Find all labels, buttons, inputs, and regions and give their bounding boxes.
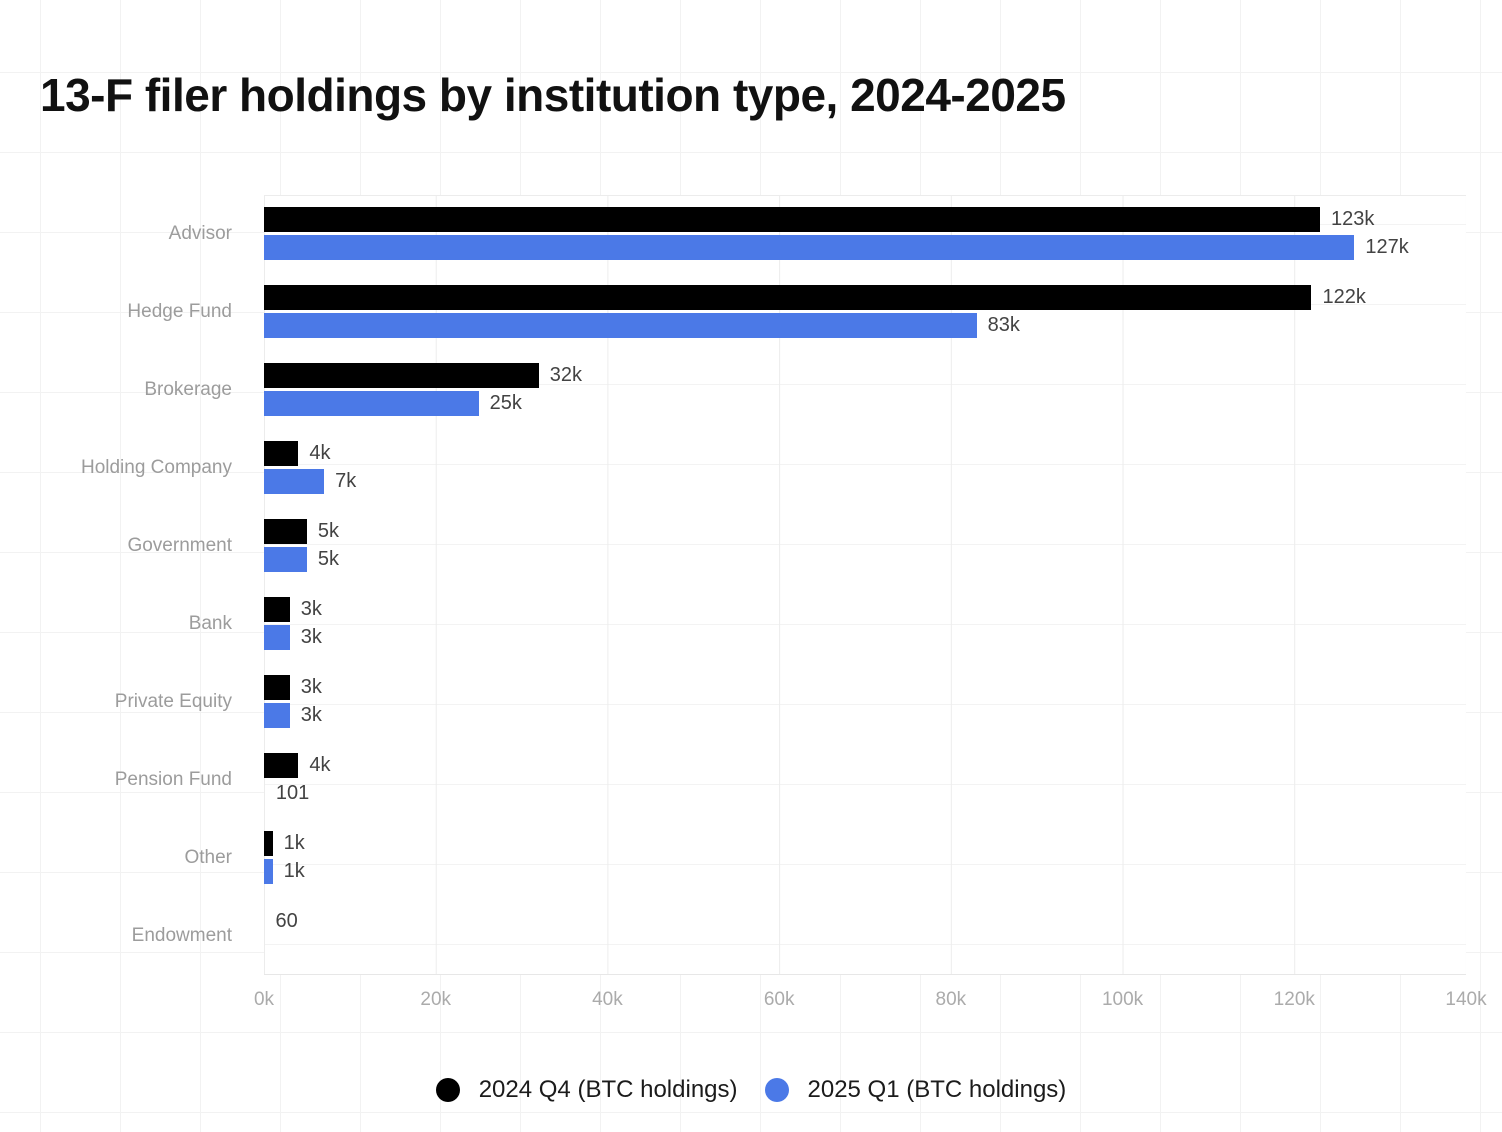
- value-label: 3k: [300, 704, 322, 726]
- x-tick-label: 120k: [1273, 989, 1315, 1010]
- bar-2025-q1: [264, 859, 273, 884]
- value-label: 4k: [309, 442, 331, 464]
- x-tick-label: 100k: [1101, 989, 1144, 1010]
- value-label: 127k: [1365, 236, 1409, 258]
- category-label: Endowment: [131, 924, 232, 946]
- legend-item-2024-q4: 2024 Q4 (BTC holdings): [435, 1076, 738, 1104]
- category-label: Hedge Fund: [127, 300, 232, 322]
- bar-2024-q4: [264, 597, 290, 622]
- value-label: 3k: [300, 598, 322, 620]
- x-tick-label: 20k: [420, 989, 452, 1010]
- value-label: 3k: [300, 626, 322, 648]
- value-label: 122k: [1322, 286, 1366, 308]
- bar-2024-q4: [264, 363, 539, 388]
- value-label: 25k: [489, 392, 522, 414]
- value-label: 3k: [300, 676, 322, 698]
- value-label: 60: [275, 910, 298, 932]
- legend-label: 2024 Q4 (BTC holdings): [478, 1076, 738, 1103]
- value-label: 5k: [317, 548, 340, 570]
- bar-2024-q4: [264, 519, 307, 544]
- bar-2025-q1: [264, 235, 1355, 260]
- category-label: Private Equity: [114, 690, 232, 712]
- bar-2025-q1: [264, 625, 290, 650]
- category-label: Holding Company: [80, 456, 232, 478]
- bar-2024-q4: [264, 285, 1312, 310]
- plot-area: [264, 195, 1466, 975]
- x-tick-label: 60k: [763, 989, 795, 1010]
- bar-2025-q1: [264, 703, 290, 728]
- category-label: Advisor: [168, 222, 232, 244]
- value-label: 32k: [549, 364, 582, 386]
- legend-label: 2025 Q1 (BTC holdings): [807, 1076, 1067, 1103]
- value-label: 123k: [1331, 208, 1375, 230]
- value-label: 83k: [987, 314, 1020, 336]
- category-label: Government: [127, 534, 232, 556]
- bar-2024-q4: [264, 675, 290, 700]
- legend: 2024 Q4 (BTC holdings) 2025 Q1 (BTC hold…: [0, 1068, 1502, 1112]
- category-label: Bank: [188, 612, 232, 634]
- bar-2024-q4: [264, 441, 299, 466]
- bar-2024-q4: [264, 207, 1321, 232]
- value-label: 1k: [283, 832, 305, 854]
- bar-2024-q4: [264, 831, 273, 856]
- chart-title: 13-F filer holdings by institution type,…: [40, 69, 1066, 121]
- x-tick-label: 80k: [935, 989, 967, 1010]
- value-label: 5k: [317, 520, 340, 542]
- legend-swatch-black: [435, 1078, 460, 1102]
- value-label: 4k: [309, 754, 331, 776]
- x-tick-label: 40k: [592, 989, 623, 1010]
- bar-2025-q1: [264, 547, 307, 572]
- bar-2024-q4: [264, 753, 299, 778]
- category-label: Pension Fund: [114, 768, 232, 790]
- value-label: 101: [275, 782, 310, 804]
- x-tick-label: 140k: [1445, 989, 1487, 1010]
- bar-2025-q1: [264, 469, 325, 494]
- x-tick-label: 0k: [253, 989, 275, 1010]
- value-label: 7k: [335, 470, 357, 492]
- category-label: Brokerage: [144, 378, 232, 400]
- category-label: Other: [184, 846, 232, 868]
- legend-item-2025-q1: 2025 Q1 (BTC holdings): [764, 1076, 1067, 1104]
- legend-swatch-blue: [764, 1078, 789, 1102]
- bar-2025-q1: [264, 313, 977, 338]
- value-label: 1k: [283, 860, 305, 882]
- bar-2025-q1: [264, 391, 479, 416]
